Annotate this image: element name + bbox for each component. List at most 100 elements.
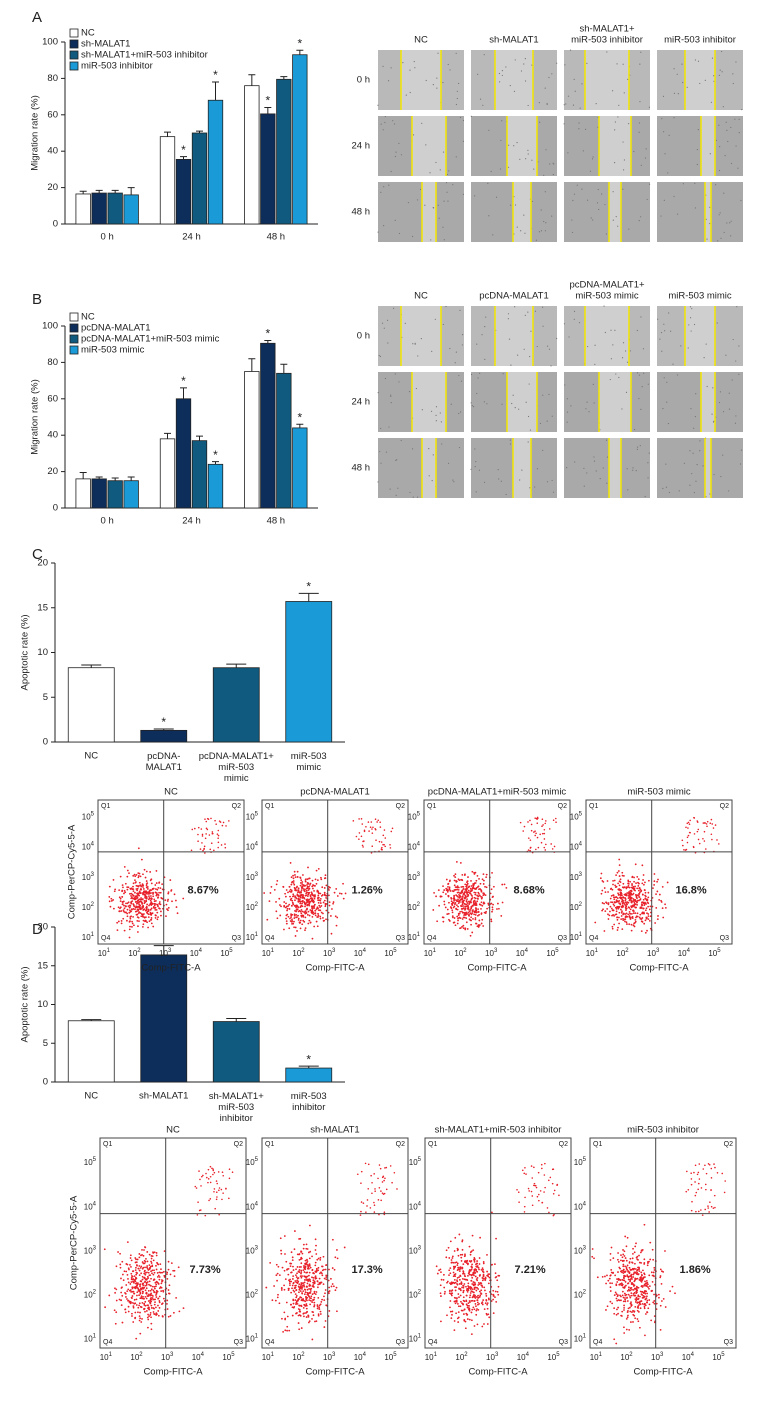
cell-speck <box>722 411 725 413</box>
event-dot <box>618 1299 621 1302</box>
event-dot <box>462 1263 465 1266</box>
tick-base: 10 <box>161 1353 170 1362</box>
event-dot <box>552 819 555 822</box>
event-dot <box>305 1279 308 1281</box>
event-dot <box>452 897 455 900</box>
event-dot <box>328 1268 330 1271</box>
event-dot <box>716 839 718 841</box>
cell-speck <box>412 235 414 238</box>
event-dot <box>308 877 311 880</box>
event-dot <box>215 1191 218 1194</box>
event-dot <box>173 1269 176 1272</box>
event-dot <box>389 1165 392 1167</box>
cell-speck <box>586 401 588 403</box>
event-dot <box>618 911 621 914</box>
event-dot <box>640 907 643 909</box>
event-dot <box>624 913 626 915</box>
event-dot <box>645 916 648 919</box>
plot-title: pcDNA-MALAT1+miR-503 mimic <box>428 787 567 798</box>
event-dot <box>611 901 614 904</box>
event-dot <box>634 906 637 909</box>
cell-speck <box>706 238 708 240</box>
event-dot <box>152 1298 155 1301</box>
cell-speck <box>527 149 529 151</box>
event-dot <box>378 1164 381 1166</box>
event-dot <box>536 818 538 820</box>
event-dot <box>298 1283 301 1286</box>
event-dot <box>320 1301 323 1303</box>
event-dot <box>639 1290 642 1293</box>
bar <box>123 480 139 509</box>
x-tick-label: 102 <box>455 1352 468 1363</box>
event-dot <box>616 1299 619 1302</box>
event-dot <box>139 1287 142 1290</box>
event-dot <box>479 1294 482 1297</box>
event-dot <box>205 1172 207 1175</box>
event-dot <box>524 1166 526 1169</box>
bar <box>292 54 308 225</box>
event-dot <box>476 900 479 903</box>
event-dot <box>216 1182 218 1185</box>
event-dot <box>381 1192 384 1194</box>
cell-speck <box>667 172 669 174</box>
event-dot <box>625 921 628 924</box>
event-dot <box>336 1257 339 1260</box>
event-dot <box>617 1258 619 1261</box>
event-dot <box>629 880 632 883</box>
event-dot <box>156 1261 158 1264</box>
event-dot <box>482 883 485 885</box>
cell-speck <box>452 184 454 186</box>
event-dot <box>314 1249 317 1251</box>
event-dot <box>114 1322 117 1325</box>
event-dot <box>195 1187 198 1189</box>
event-dot <box>618 900 621 902</box>
event-dot <box>152 1252 155 1254</box>
event-dot <box>666 881 669 884</box>
event-dot <box>310 1287 313 1290</box>
event-dot <box>528 1190 530 1192</box>
cell-speck <box>394 219 396 221</box>
tick-base: 10 <box>222 1353 231 1362</box>
event-dot <box>135 1304 138 1306</box>
event-dot <box>108 1294 111 1297</box>
event-dot <box>319 915 322 918</box>
cell-speck <box>563 123 565 125</box>
event-dot <box>302 884 305 887</box>
event-dot <box>525 1173 527 1175</box>
tick-exponent: 2 <box>464 1352 468 1358</box>
event-dot <box>165 915 167 918</box>
cell-speck <box>548 348 551 350</box>
text-line: pcDNA-MALAT1+ <box>199 751 275 762</box>
event-dot <box>287 1289 290 1291</box>
event-dot <box>460 891 463 894</box>
event-dot <box>308 1274 310 1277</box>
bar <box>140 954 188 1083</box>
event-dot <box>119 875 122 878</box>
event-dot <box>376 821 378 823</box>
event-dot <box>462 1289 465 1292</box>
error-bar <box>95 476 103 479</box>
cell-speck <box>612 191 614 193</box>
event-dot <box>135 874 138 876</box>
x-axis-label: Comp-FITC-A <box>143 1367 203 1378</box>
error-bar <box>164 432 171 439</box>
event-dot <box>623 1326 625 1329</box>
event-dot <box>531 1177 534 1179</box>
event-dot <box>367 821 370 823</box>
event-dot <box>704 822 707 824</box>
event-dot <box>317 901 320 904</box>
event-dot <box>303 1315 305 1318</box>
event-dot <box>361 823 364 825</box>
event-dot <box>482 1273 485 1276</box>
event-dot <box>134 1266 137 1269</box>
cell-speck <box>531 200 533 203</box>
cell-speck <box>527 153 529 155</box>
event-dot <box>609 905 612 908</box>
event-dot <box>225 825 227 827</box>
event-dot <box>494 1290 497 1293</box>
event-dot <box>634 1317 637 1320</box>
event-dot <box>151 1264 154 1267</box>
event-dot <box>294 1293 297 1296</box>
event-dot <box>717 843 720 845</box>
event-dot <box>215 823 217 825</box>
